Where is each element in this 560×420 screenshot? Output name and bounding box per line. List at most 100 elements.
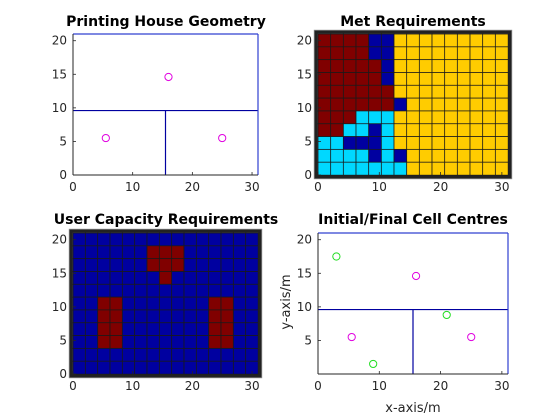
heatmap-cell — [232, 245, 247, 260]
heatmap-cell — [380, 110, 395, 125]
heatmap-cell — [232, 335, 247, 349]
heatmap-cell — [121, 245, 136, 260]
heatmap-cell — [380, 84, 395, 99]
heatmap-cell — [171, 335, 185, 349]
heatmap-cell — [171, 296, 185, 311]
heatmap-cell — [232, 271, 247, 285]
heatmap-cell — [171, 232, 185, 247]
data-point-marker — [442, 310, 451, 320]
heatmap-cell — [456, 148, 471, 163]
heatmap-cell — [134, 271, 148, 285]
heatmap-cell — [494, 33, 509, 48]
heatmap-cell — [494, 161, 509, 176]
heatmap-cell — [72, 296, 86, 311]
heatmap-cell — [342, 123, 357, 138]
heatmap-cell — [245, 245, 259, 260]
heatmap-cell — [183, 335, 197, 349]
heatmap-cell — [393, 148, 408, 163]
heatmap-cell — [368, 110, 382, 125]
heatmap-cell — [208, 245, 222, 260]
heatmap-cell — [330, 46, 344, 61]
heatmap-cell — [220, 258, 234, 273]
heatmap-cell — [380, 161, 395, 176]
subplot-user-capacity-requirements: 0 10 20 30 0 5 10 15 20 — [52, 228, 263, 393]
subplot-initial-final-cell-centres: 0 10 20 30 5 10 15 20 — [297, 232, 510, 393]
heatmap-cell — [406, 84, 420, 99]
heatmap-cell — [183, 271, 197, 285]
heatmap-cell — [342, 110, 357, 125]
heatmap-cell — [195, 335, 210, 349]
x-tick-label: 10 — [125, 180, 140, 194]
heatmap-cell — [97, 283, 111, 298]
heatmap-cell — [418, 123, 433, 138]
heatmap-cell — [418, 110, 433, 125]
x-tick-label: 0 — [314, 180, 322, 194]
y-tick-label: 15 — [297, 67, 312, 81]
heatmap-cell — [393, 123, 408, 138]
heatmap-cell — [431, 97, 446, 112]
heatmap-cell — [431, 84, 446, 99]
heatmap-cell — [330, 84, 344, 99]
heatmap-cell — [444, 148, 458, 163]
heatmap-cell — [406, 123, 420, 138]
heatmap-cell — [431, 148, 446, 163]
heatmap-cell — [368, 84, 382, 99]
heatmap-cell — [232, 360, 247, 375]
heatmap-cell — [469, 97, 484, 112]
heatmap-cell — [368, 59, 382, 74]
heatmap-cell — [317, 46, 332, 61]
y-tick-label: 5 — [304, 333, 312, 347]
heatmap-cell — [482, 136, 496, 150]
heatmap-cell — [393, 110, 408, 125]
heatmap-cell — [220, 322, 234, 337]
heatmap-cell — [72, 347, 86, 362]
heatmap-cell — [232, 347, 247, 362]
heatmap-cell — [245, 232, 259, 247]
heatmap-cell — [444, 97, 458, 112]
heatmap-cell — [330, 161, 344, 176]
heatmap-cell — [444, 161, 458, 176]
heatmap-cell — [469, 148, 484, 163]
heatmap-cell — [97, 322, 111, 337]
title-initial-final-cell-centres: Initial/Final Cell Centres — [318, 212, 508, 228]
heatmap-cell — [380, 97, 395, 112]
heatmap-cell — [355, 110, 370, 125]
heatmap-cell — [494, 110, 509, 125]
data-point-marker — [467, 332, 476, 342]
heatmap-cell — [342, 136, 357, 150]
heatmap-cell — [406, 161, 420, 176]
heatmap-cell — [208, 296, 222, 311]
heatmap-cell — [393, 84, 408, 99]
heatmap-cell — [368, 123, 382, 138]
heatmap-cell — [97, 347, 111, 362]
heatmap-cell — [97, 360, 111, 375]
heatmap-cell — [482, 97, 496, 112]
heatmap-cell — [109, 283, 123, 298]
heatmap-cell — [245, 309, 259, 324]
y-tick-label: 0 — [304, 168, 312, 182]
heatmap-cell — [431, 59, 446, 74]
data-point-marker — [332, 252, 341, 261]
heatmap-cell — [232, 322, 247, 337]
heatmap-cell — [482, 46, 496, 61]
heatmap-cell — [84, 335, 99, 349]
heatmap-cell — [456, 136, 471, 150]
heatmap-cell — [195, 245, 210, 260]
heatmap-cell — [183, 347, 197, 362]
heatmap-cell — [158, 347, 173, 362]
heatmap-cell — [220, 296, 234, 311]
heatmap-cell — [84, 283, 99, 298]
heatmap-cell — [380, 72, 395, 86]
heatmap-cell — [456, 46, 471, 61]
heatmap-cell — [146, 347, 160, 362]
heatmap-cell — [431, 123, 446, 138]
heatmap-cell — [195, 309, 210, 324]
x-tick-label: 10 — [125, 379, 140, 393]
heatmap-cell — [220, 360, 234, 375]
heatmap-cell — [146, 309, 160, 324]
heatmap-cell — [84, 322, 99, 337]
heatmap-cell — [342, 59, 357, 74]
heatmap-cell — [456, 84, 471, 99]
heatmap-cell — [431, 136, 446, 150]
